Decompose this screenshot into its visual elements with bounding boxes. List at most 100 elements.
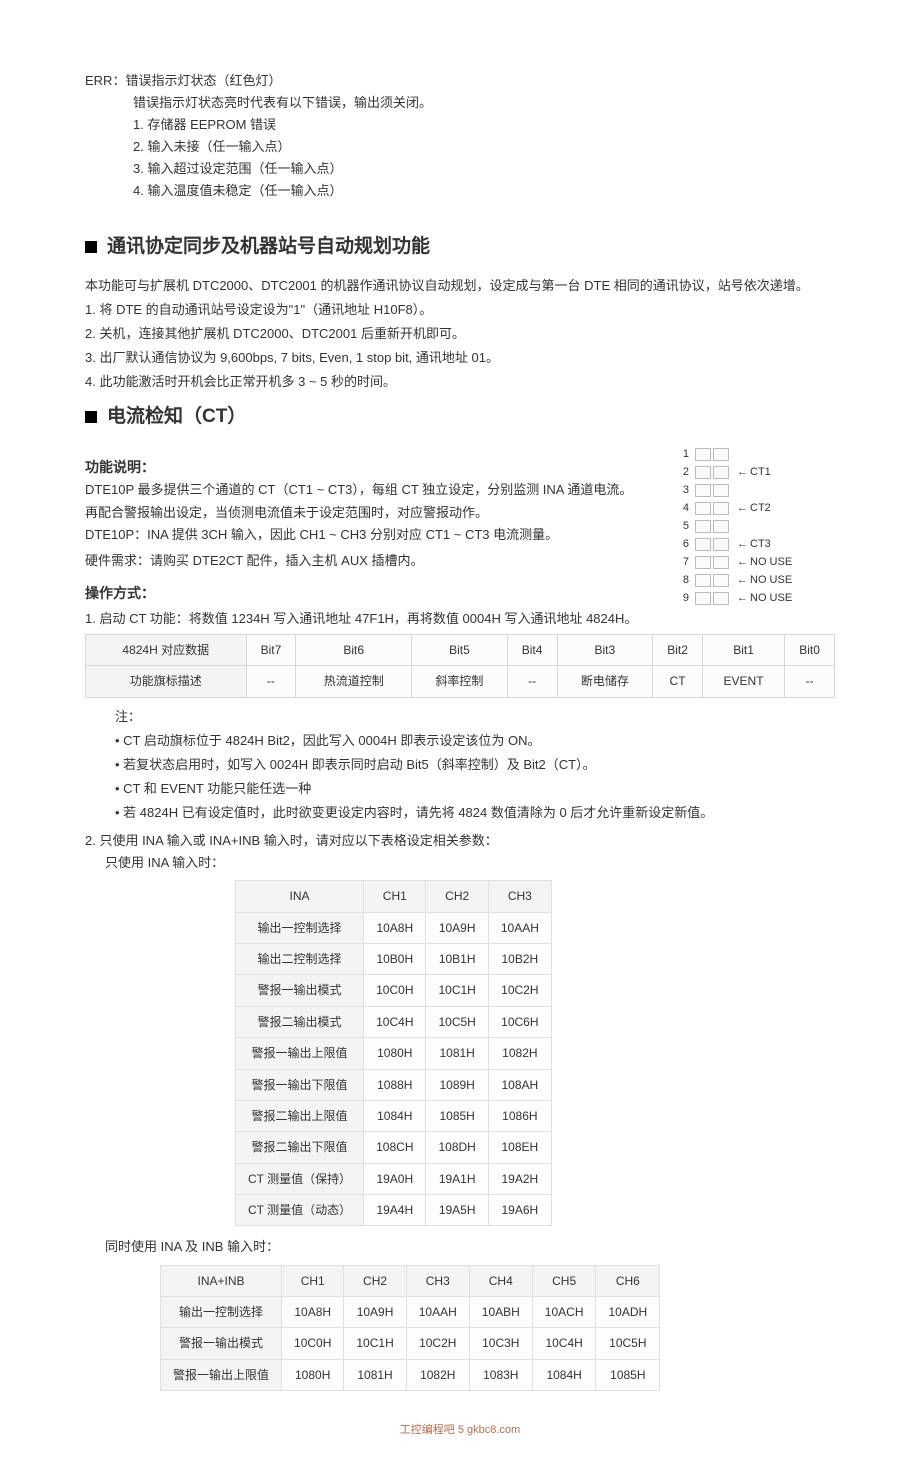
bits-cell: 热流道控制: [296, 666, 412, 697]
inainb-cell: 10C0H: [282, 1328, 344, 1359]
ct-num: 9: [675, 589, 689, 608]
arrow-left-icon: ←: [737, 535, 748, 554]
op2b: 同时使用 INA 及 INB 输入时：: [105, 1236, 835, 1258]
bits-cell: CT: [653, 666, 703, 697]
func-line: DTE10P 最多提供三个通道的 CT（CT1 ~ CT3），每组 CT 独立设…: [85, 479, 660, 501]
arrow-left-icon: ←: [737, 571, 748, 590]
arrow-left-icon: ←: [737, 553, 748, 572]
ina-cell: 输出二控制选择: [236, 943, 364, 974]
ina-cell: 10C2H: [488, 975, 551, 1006]
err-item: 3. 输入超过设定范围（任一输入点）: [133, 158, 835, 180]
ina-cell: 1088H: [364, 1069, 426, 1100]
ct-label-text: CT2: [750, 499, 771, 518]
ina-cell: 19A4H: [364, 1195, 426, 1226]
ct-box-icon: [695, 484, 711, 497]
op-head: 操作方式：: [85, 582, 660, 606]
ina-header-cell: CH2: [426, 881, 488, 912]
ct-label-text: CT3: [750, 535, 771, 554]
ina-cell: 1085H: [426, 1100, 488, 1131]
ina-cell: 108EH: [488, 1132, 551, 1163]
ct-row: 1: [675, 446, 835, 464]
err-item: 2. 输入未接（任一输入点）: [133, 136, 835, 158]
ina-table-wrap: INACH1CH2CH3输出一控制选择10A8H10A9H10AAH输出二控制选…: [235, 880, 835, 1226]
footer-right: gkbc8.com: [467, 1424, 520, 1436]
ina-cell: 108DH: [426, 1132, 488, 1163]
ct-label: ←CT1: [737, 463, 771, 482]
ct-box-icon: [713, 538, 729, 551]
inainb-cell: 10C4H: [532, 1328, 596, 1359]
bits-cell: EVENT: [702, 666, 784, 697]
ct-box-icon: [713, 592, 729, 605]
bits-header-cell: Bit1: [702, 634, 784, 665]
inainb-header-cell: CH2: [344, 1265, 406, 1296]
ct-diagram: 12←CT134←CT256←CT37←NO USE8←NO USE9←NO U…: [675, 446, 835, 608]
ct-label: ←NO USE: [737, 571, 792, 590]
inainb-cell: 输出一控制选择: [161, 1296, 282, 1327]
ina-cell: CT 测量值（保持）: [236, 1163, 364, 1194]
ct-num: 3: [675, 481, 689, 500]
ina-cell: 1080H: [364, 1038, 426, 1069]
inainb-header-cell: CH4: [469, 1265, 532, 1296]
inainb-header-cell: INA+INB: [161, 1265, 282, 1296]
ct-label-text: NO USE: [750, 571, 792, 590]
err-block: ERR：错误指示灯状态（红色灯） 错误指示灯状态亮时代表有以下错误，输出须关闭。…: [85, 70, 835, 203]
ct-box-icon: [695, 448, 711, 461]
inainb-cell: 10ADH: [596, 1296, 660, 1327]
ina-cell: 19A6H: [488, 1195, 551, 1226]
inainb-cell: 警报一输出模式: [161, 1328, 282, 1359]
ct-label-text: CT1: [750, 463, 771, 482]
ct-num: 6: [675, 535, 689, 554]
ina-header-cell: CH1: [364, 881, 426, 912]
ina-cell: 19A5H: [426, 1195, 488, 1226]
ina-cell: 警报一输出下限值: [236, 1069, 364, 1100]
ina-cell: 108AH: [488, 1069, 551, 1100]
inainb-cell: 10C1H: [344, 1328, 406, 1359]
sec1-step: 1. 将 DTE 的自动通讯站号设定设为"1"（通讯地址 H10F8）。: [85, 299, 835, 321]
bits-cell: 功能旗标描述: [86, 666, 247, 697]
sec1-step: 4. 此功能激活时开机会比正常开机多 3 ~ 5 秒的时间。: [85, 371, 835, 393]
ct-num: 8: [675, 571, 689, 590]
ina-header-cell: CH3: [488, 881, 551, 912]
ina-cell: 10C5H: [426, 1006, 488, 1037]
ct-box-icon: [695, 538, 711, 551]
err-list: 1. 存储器 EEPROM 错误 2. 输入未接（任一输入点） 3. 输入超过设…: [133, 114, 835, 202]
inainb-cell: 1084H: [532, 1359, 596, 1390]
inainb-cell: 1082H: [406, 1359, 469, 1390]
ct-box-icon: [713, 448, 729, 461]
ct-box-icon: [713, 502, 729, 515]
ct-label-text: NO USE: [750, 589, 792, 608]
ct-num: 1: [675, 445, 689, 464]
ct-row: 3: [675, 482, 835, 500]
op2a: 只使用 INA 输入时：: [105, 852, 835, 874]
arrow-left-icon: ←: [737, 589, 748, 608]
ct-num: 5: [675, 517, 689, 536]
bits-cell: 斜率控制: [412, 666, 508, 697]
ina-cell: 10A8H: [364, 912, 426, 943]
ina-cell: 10B1H: [426, 943, 488, 974]
ct-row: 5: [675, 518, 835, 536]
note-item: CT 和 EVENT 功能只能任选一种: [115, 778, 835, 800]
ina-cell: CT 测量值（动态）: [236, 1195, 364, 1226]
footer-left: 工控编程吧: [400, 1424, 455, 1436]
bits-cell: --: [246, 666, 296, 697]
err-sub: 错误指示灯状态亮时代表有以下错误，输出须关闭。: [133, 92, 835, 114]
err-head: ERR：错误指示灯状态（红色灯）: [85, 70, 835, 92]
ct-box-icon: [695, 574, 711, 587]
ina-cell: 19A1H: [426, 1163, 488, 1194]
ct-label: ←NO USE: [737, 553, 792, 572]
ct-label: ←CT2: [737, 499, 771, 518]
notes: 注： CT 启动旗标位于 4824H Bit2，因此写入 0004H 即表示设定…: [115, 706, 835, 824]
bits-cell: --: [507, 666, 557, 697]
ct-label: ←CT3: [737, 535, 771, 554]
ct-label-text: NO USE: [750, 553, 792, 572]
ina-cell: 1089H: [426, 1069, 488, 1100]
ct-left: 功能说明： DTE10P 最多提供三个通道的 CT（CT1 ~ CT3），每组 …: [85, 446, 675, 606]
func-line: 再配合警报输出设定，当侦测电流值未于设定范围时，对应警报动作。: [85, 502, 660, 524]
ina-cell: 警报一输出上限值: [236, 1038, 364, 1069]
ina-header-cell: INA: [236, 881, 364, 912]
section-comm-title: 通讯协定同步及机器站号自动规划功能: [85, 231, 835, 263]
ina-cell: 1084H: [364, 1100, 426, 1131]
inainb-cell: 1081H: [344, 1359, 406, 1390]
ct-box-icon: [695, 592, 711, 605]
ct-box-icon: [713, 520, 729, 533]
